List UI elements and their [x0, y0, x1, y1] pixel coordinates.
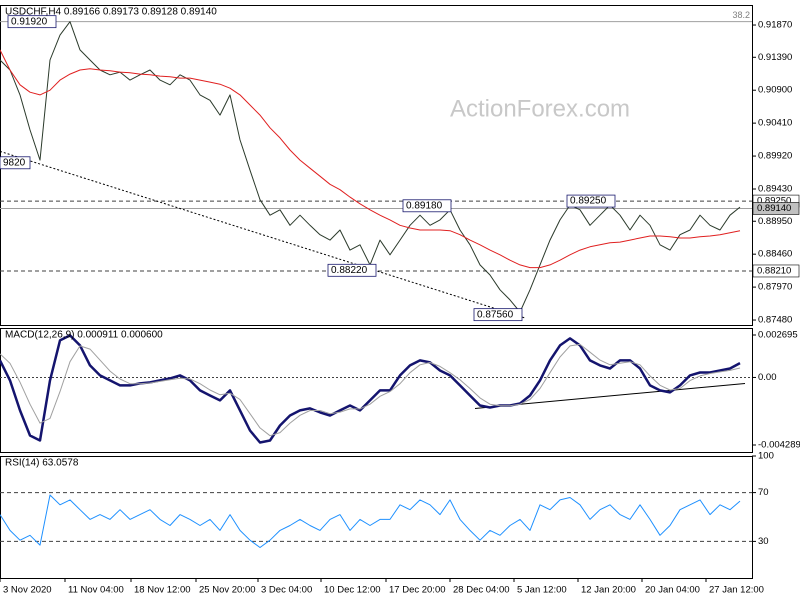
- x-tick-label: 10 Dec 12:00: [324, 585, 381, 596]
- x-tick-label: 27 Jan 12:00: [709, 585, 764, 596]
- annotation-label: 9820: [3, 157, 26, 168]
- x-tick-label: 20 Jan 04:00: [645, 585, 700, 596]
- panel-frame: [0, 456, 753, 579]
- series-line: [0, 49, 741, 269]
- x-tick-label: 25 Nov 20:00: [199, 585, 256, 596]
- x-tick-label: 18 Nov 12:00: [134, 585, 191, 596]
- y-tick-label: 0.91870: [758, 20, 792, 31]
- annotation-box: [402, 199, 452, 213]
- annotation-label: 0.89250: [570, 196, 607, 207]
- panel-title: MACD(12,26,9) 0.000911 0.000600: [5, 330, 163, 341]
- level-label: 0.88210: [757, 265, 791, 276]
- x-tick-label: 3 Dec 04:00: [261, 585, 312, 596]
- y-tick-label: 0.002695: [758, 330, 798, 341]
- series-line: [0, 334, 741, 444]
- x-tick-label: 12 Jan 20:00: [581, 585, 636, 596]
- series-line: [0, 343, 741, 437]
- y-tick-label: 100: [758, 451, 774, 462]
- x-tick-label: 5 Jan 12:00: [517, 585, 567, 596]
- y-tick-label: 0.91390: [758, 52, 792, 63]
- annotation-label: 0.88220: [331, 265, 368, 276]
- series-line: [0, 494, 741, 548]
- annotation-box: [327, 263, 377, 277]
- x-tick-label: 11 Nov 04:00: [68, 585, 124, 596]
- level-badge: [752, 202, 800, 215]
- level-label: 38.2: [732, 10, 750, 20]
- y-tick-label: 0.89430: [758, 184, 792, 195]
- level-label: 0.89140: [757, 203, 791, 214]
- y-tick-label: 0.90900: [758, 85, 792, 96]
- level-badge: [752, 264, 800, 278]
- y-tick-label: 30: [758, 536, 769, 547]
- annotation-box: [7, 15, 57, 29]
- annotation-label: 0.87560: [477, 309, 514, 320]
- y-tick-label: 0.88460: [758, 249, 792, 260]
- level-label: 0.89250: [757, 196, 791, 207]
- x-tick-label: 28 Dec 04:00: [453, 585, 510, 596]
- y-tick-label: 0.87970: [758, 282, 792, 293]
- y-tick-label: 0.90410: [758, 118, 792, 129]
- y-tick-label: -0.004289: [758, 440, 800, 451]
- watermark: ActionForex.com: [450, 95, 630, 122]
- y-tick-label: 0.88950: [758, 216, 792, 227]
- x-tick-label: 17 Dec 20:00: [389, 585, 446, 596]
- annotation-label: 0.91920: [11, 16, 48, 27]
- annotation-box: [0, 156, 31, 170]
- panel-frame: [0, 328, 753, 453]
- y-tick-label: 0.00: [758, 372, 777, 383]
- y-tick-label: 70: [758, 487, 769, 498]
- panel-title: USDCHF,H4 0.89166 0.89173 0.89128 0.8914…: [5, 7, 217, 18]
- panel-title: RSI(14) 63.0578: [5, 458, 79, 469]
- annotation-label: 0.89180: [406, 200, 443, 211]
- x-tick-label: 3 Nov 2020: [3, 585, 52, 596]
- y-tick-label: 0.89920: [758, 151, 792, 162]
- y-tick-label: 0.87480: [758, 315, 792, 326]
- annotation-box: [473, 308, 523, 322]
- annotation-box: [566, 194, 616, 208]
